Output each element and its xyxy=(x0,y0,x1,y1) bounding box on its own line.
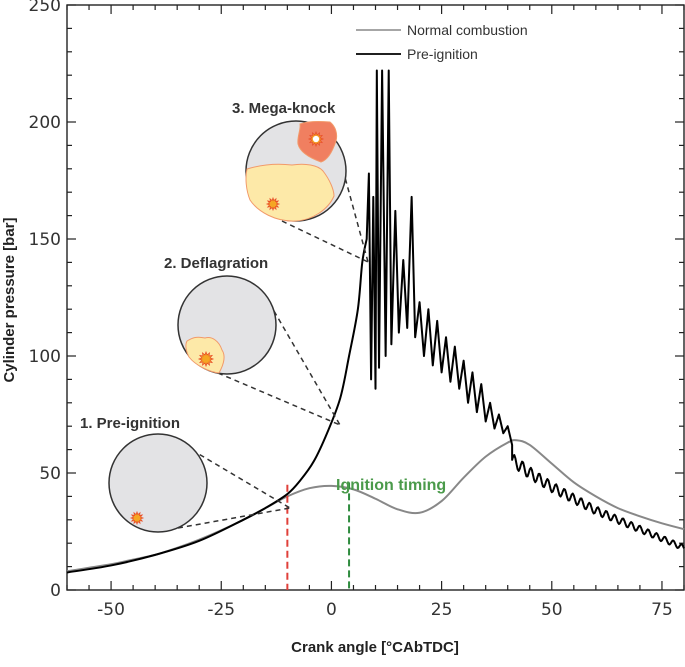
legend-label-preignition: Pre-ignition xyxy=(407,46,478,62)
flame-kernel-knock-icon xyxy=(265,196,281,212)
ignition-timing-label: Ignition timing xyxy=(336,477,446,494)
x-tick-label: 25 xyxy=(431,600,453,620)
axes: -50 -25 0 25 50 75 0 50 100 150 200 250 xyxy=(29,0,685,620)
hot-spot-icon-core xyxy=(134,515,140,521)
y-tick-label: 200 xyxy=(29,113,61,133)
x-tick-label: -25 xyxy=(207,600,235,620)
x-tick-label: -50 xyxy=(97,600,125,620)
callout-line-preignition-bottom xyxy=(177,507,291,529)
y-tick-label: 150 xyxy=(29,230,61,250)
autoignition-spark-icon-core xyxy=(312,135,320,143)
x-axis-title: Crank angle [°CAbTDC] xyxy=(291,639,459,656)
legend-label-normal: Normal combustion xyxy=(407,22,528,38)
hot-spot-icon xyxy=(129,510,145,526)
flame-kernel-icon xyxy=(197,350,215,368)
y-tick-label: 0 xyxy=(50,581,61,601)
callout-line-megaknock-bottom xyxy=(281,220,369,263)
y-axis-title: Cylinder pressure [bar] xyxy=(1,217,18,382)
x-tick-label: 75 xyxy=(651,600,673,620)
autoignition-spark-icon xyxy=(307,130,325,148)
x-tick-label: 50 xyxy=(541,600,563,620)
flame-front-mega-knock xyxy=(245,163,335,222)
series-group xyxy=(66,69,685,590)
annotations-group xyxy=(108,120,369,533)
stage-label-preignition: 1. Pre-ignition xyxy=(80,415,180,432)
stage-label-deflagration: 2. Deflagration xyxy=(164,255,268,272)
y-tick-label: 250 xyxy=(29,0,61,16)
callout-line-megaknock-top xyxy=(342,169,369,263)
x-tick-label: 0 xyxy=(326,600,337,620)
callout-line-deflagration-bottom xyxy=(217,372,341,426)
y-tick-label: 100 xyxy=(29,347,61,367)
callout-line-preignition-top xyxy=(191,449,291,509)
flame-kernel-icon-core xyxy=(202,355,210,363)
chamber-preignition xyxy=(108,433,208,533)
series-pre-ignition-line xyxy=(66,69,685,574)
flame-kernel-knock-icon-core xyxy=(270,201,276,207)
stage-label-mega-knock: 3. Mega-knock xyxy=(232,100,336,117)
callout-line-deflagration-top xyxy=(273,310,341,426)
y-tick-label: 50 xyxy=(39,464,61,484)
legend: Normal combustion Pre-ignition xyxy=(356,22,528,62)
